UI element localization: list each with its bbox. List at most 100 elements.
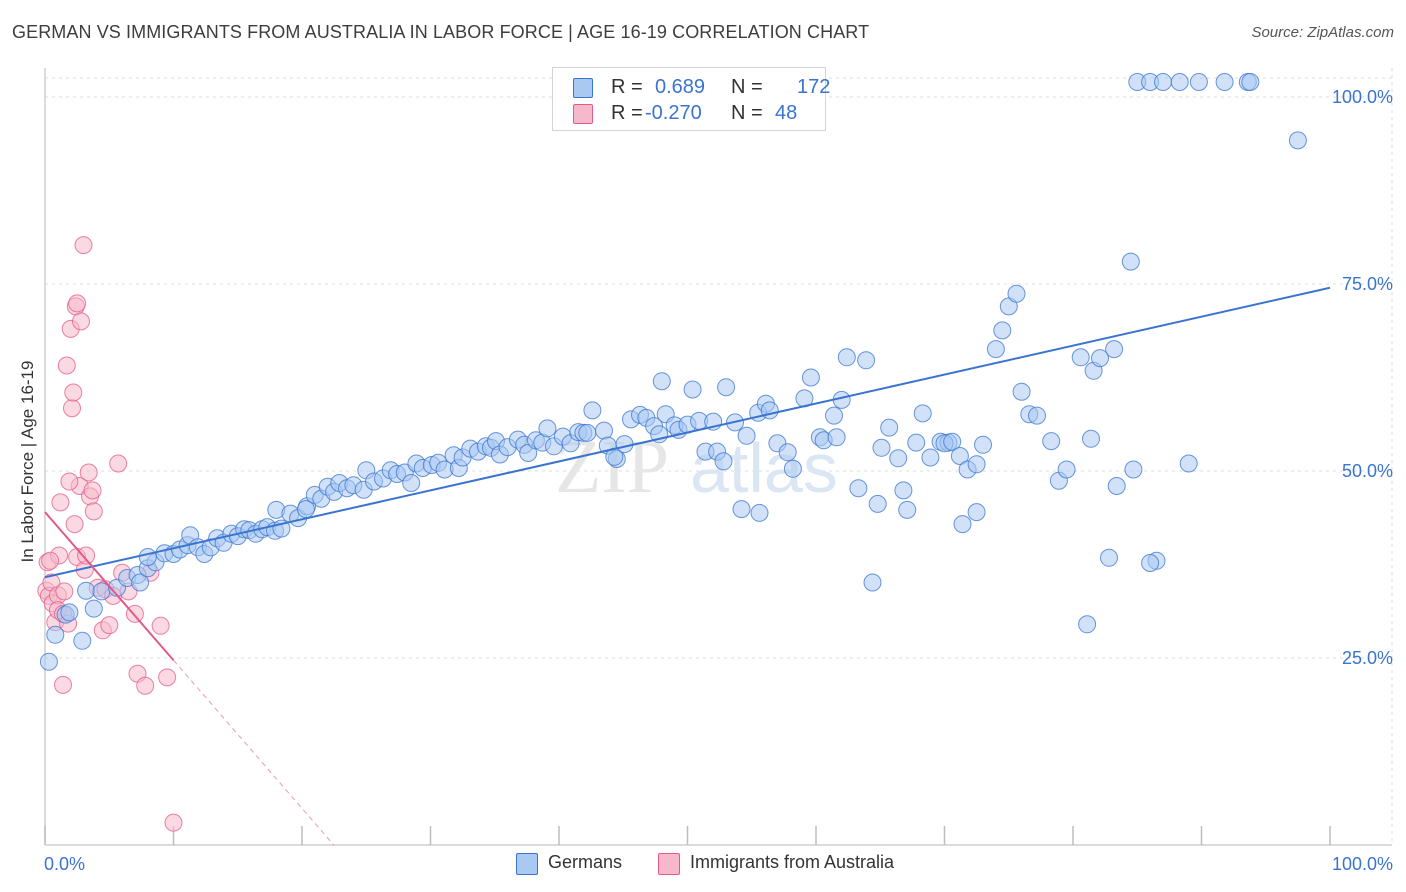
point-immigrants xyxy=(57,356,76,375)
point-germans xyxy=(1105,340,1124,359)
point-immigrants xyxy=(54,675,72,694)
point-germans xyxy=(953,515,972,534)
point-germans xyxy=(1028,406,1046,425)
point-germans xyxy=(683,380,702,399)
point-germans xyxy=(825,406,843,425)
point-germans xyxy=(46,625,65,644)
point-immigrants xyxy=(64,383,83,402)
point-germans xyxy=(889,449,908,468)
point-immigrants xyxy=(60,472,79,491)
point-germans xyxy=(578,423,597,442)
point-germans xyxy=(1170,73,1189,91)
point-germans xyxy=(714,452,733,471)
trend-line-germans xyxy=(44,286,1331,579)
legend-n-value: 172 xyxy=(797,76,831,98)
point-germans xyxy=(73,631,92,650)
point-germans xyxy=(138,548,157,566)
point-immigrants xyxy=(109,454,128,473)
trend-line-immigrants xyxy=(44,511,175,661)
source-label: Source: ZipAtlas.com xyxy=(1251,24,1394,41)
point-germans xyxy=(1071,348,1090,367)
point-germans xyxy=(750,503,769,522)
point-immigrants xyxy=(63,399,81,418)
point-germans xyxy=(737,426,756,445)
point-germans xyxy=(1012,382,1031,401)
legend-r-value: 0.689 xyxy=(655,76,706,98)
point-germans xyxy=(1189,73,1208,91)
point-immigrants xyxy=(68,294,87,313)
point-germans xyxy=(1042,432,1061,451)
legend-r-label: R = xyxy=(611,76,643,98)
bottom-legend-swatch-germans xyxy=(516,853,538,875)
legend-swatch-germans xyxy=(573,78,593,98)
point-germans xyxy=(1082,429,1100,448)
point-immigrants xyxy=(72,312,90,331)
point-germans xyxy=(1007,284,1026,303)
point-germans xyxy=(778,443,797,462)
point-germans xyxy=(60,603,79,622)
chart-title: GERMAN VS IMMIGRANTS FROM AUSTRALIA IN L… xyxy=(12,22,870,42)
point-germans xyxy=(783,459,802,478)
series-germans-points xyxy=(39,73,1307,671)
bottom-legend-swatch-immigrants xyxy=(658,853,680,875)
point-germans xyxy=(974,435,992,454)
point-immigrants xyxy=(65,515,84,534)
point-germans xyxy=(1091,349,1109,368)
point-germans xyxy=(1288,131,1307,150)
y-tick-label: 100.0% xyxy=(1332,87,1393,107)
point-germans xyxy=(1078,615,1097,634)
point-germans xyxy=(986,340,1005,359)
trend-line-immigrants-extension xyxy=(173,659,335,846)
point-germans xyxy=(849,479,868,498)
legend-r-label: R = xyxy=(611,102,643,124)
legend-n-value: 48 xyxy=(775,102,798,124)
bottom-legend-label: Germans xyxy=(548,852,623,872)
point-immigrants xyxy=(51,493,70,512)
point-germans xyxy=(898,500,917,519)
point-germans xyxy=(880,418,899,437)
point-germans xyxy=(1154,73,1172,91)
point-germans xyxy=(863,573,882,592)
point-germans xyxy=(1100,548,1118,567)
x-tick-label: 0.0% xyxy=(44,854,85,874)
point-immigrants xyxy=(84,502,103,521)
point-germans xyxy=(921,448,940,467)
point-germans xyxy=(907,433,926,452)
point-germans xyxy=(402,474,421,492)
legend-r-value: -0.270 xyxy=(645,102,702,124)
point-immigrants xyxy=(151,616,170,635)
point-germans xyxy=(1141,554,1160,572)
point-immigrants xyxy=(74,236,93,255)
point-germans xyxy=(84,599,103,618)
point-germans xyxy=(1241,73,1260,91)
point-germans xyxy=(583,401,602,420)
point-germans xyxy=(894,481,913,500)
point-germans xyxy=(615,435,634,454)
point-germans xyxy=(717,378,736,397)
point-germans xyxy=(967,455,986,474)
legend-n-label: N = xyxy=(731,102,763,124)
point-germans xyxy=(801,368,820,387)
point-immigrants xyxy=(164,813,183,832)
point-germans xyxy=(993,321,1012,340)
point-germans xyxy=(967,503,986,522)
point-germans xyxy=(872,438,891,457)
point-immigrants xyxy=(41,551,60,570)
point-germans xyxy=(732,500,751,519)
x-tick-label: 100.0% xyxy=(1332,854,1393,874)
trend-lines xyxy=(44,286,1331,846)
point-germans xyxy=(1057,460,1076,479)
point-germans xyxy=(868,494,887,513)
point-immigrants xyxy=(55,582,74,601)
point-germans xyxy=(1107,477,1126,495)
legend-swatch-immigrants xyxy=(573,104,593,124)
point-germans xyxy=(943,432,962,451)
point-immigrants xyxy=(83,481,102,500)
series-immigrants-points xyxy=(37,236,183,832)
point-immigrants xyxy=(77,546,96,565)
point-germans xyxy=(857,351,876,370)
legend-n-label: N = xyxy=(731,76,763,98)
axes xyxy=(44,68,1392,846)
y-tick-label: 50.0% xyxy=(1342,461,1393,481)
